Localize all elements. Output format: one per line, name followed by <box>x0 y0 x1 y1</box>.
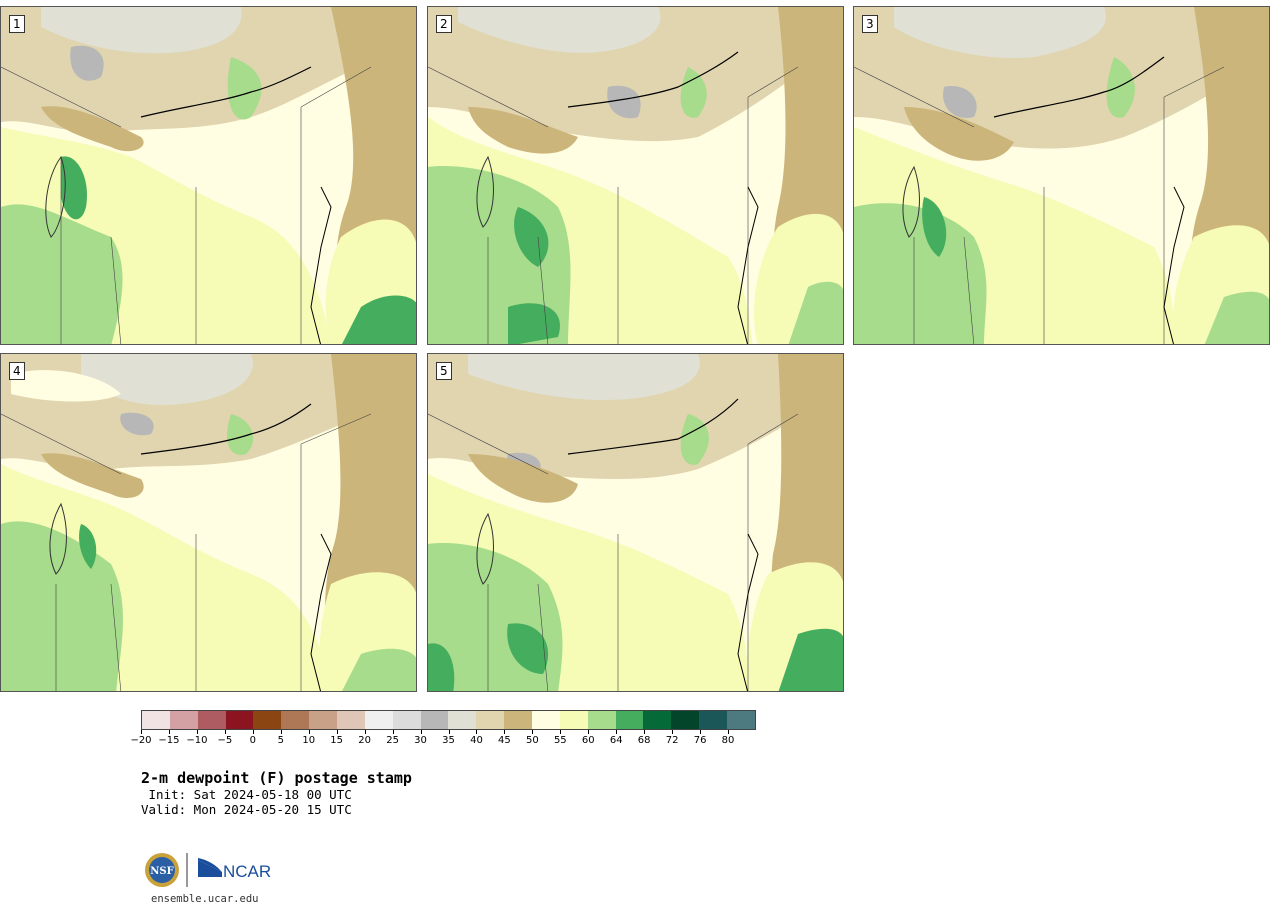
colorbar-tick-label: 60 <box>581 735 595 746</box>
map-panel-5: 5 <box>427 353 844 692</box>
colorbar-tick-label: 35 <box>442 735 455 746</box>
nsf-ncar-logo: NSF NCAR <box>145 853 271 887</box>
colorbar-segment <box>364 711 393 729</box>
dewpoint-map-5 <box>428 354 843 691</box>
colorbar-segment <box>699 711 728 729</box>
member-label: 1 <box>9 15 25 33</box>
map-panel-2: 2 <box>427 6 844 345</box>
colorbar-tick <box>560 730 562 734</box>
colorbar-segment <box>727 711 755 729</box>
colorbar-tick <box>420 730 422 734</box>
logos: NSF NCAR <box>144 850 274 890</box>
colorbar-tick-label: 80 <box>721 735 735 746</box>
colorbar-segment <box>253 711 282 729</box>
colorbar-tick-label: −20 <box>130 735 152 746</box>
colorbar-segment <box>587 711 616 729</box>
colorbar-tick-label: 76 <box>693 735 707 746</box>
colorbar-segment <box>532 711 560 729</box>
colorbar-segment <box>309 711 338 729</box>
colorbar-tick-label: 20 <box>358 735 371 746</box>
colorbar-tick <box>728 730 730 734</box>
colorbar-segment <box>142 711 170 729</box>
colorbar-tick <box>141 730 142 734</box>
colorbar-segment <box>643 711 672 729</box>
figure-title: 2-m dewpoint (F) postage stamp <box>141 769 412 787</box>
colorbar-segment <box>420 711 449 729</box>
colorbar-segment <box>392 711 421 729</box>
colorbar-segment <box>448 711 477 729</box>
colorbar-tick <box>392 730 394 734</box>
dewpoint-map-1 <box>1 7 416 344</box>
member-label: 5 <box>436 362 452 380</box>
colorbar-tick <box>196 730 198 734</box>
colorbar-tick-label: 45 <box>498 735 511 746</box>
colorbar-tick <box>280 730 282 734</box>
colorbar-tick <box>588 730 590 734</box>
dewpoint-map-4 <box>1 354 416 691</box>
dewpoint-map-3 <box>854 7 1269 344</box>
colorbar-tick-label: −15 <box>158 735 180 746</box>
dewpoint-map-2 <box>428 7 843 344</box>
colorbar-tick-label: 68 <box>637 735 651 746</box>
member-label: 2 <box>436 15 452 33</box>
colorbar-segment <box>476 711 505 729</box>
colorbar-tick-label: 25 <box>386 735 399 746</box>
colorbar-tick <box>308 730 310 734</box>
colorbar-segment <box>671 711 700 729</box>
colorbar-tick <box>224 730 226 734</box>
colorbar-tick <box>504 730 506 734</box>
init-time: Init: Sat 2024-05-18 00 UTC <box>141 787 352 802</box>
colorbar-segment <box>559 711 588 729</box>
colorbar-tick <box>672 730 674 734</box>
colorbar-tick-label: 55 <box>553 735 567 746</box>
colorbar-segment <box>281 711 310 729</box>
colorbar-tick <box>644 730 646 734</box>
colorbar-tick-label: 40 <box>470 735 483 746</box>
colorbar-tick <box>448 730 450 734</box>
colorbar-tick <box>476 730 478 734</box>
member-label: 3 <box>862 15 878 33</box>
nsf-text: NSF <box>150 866 173 877</box>
colorbar-tick <box>364 730 366 734</box>
map-panel-1: 1 <box>0 6 417 345</box>
colorbar-segment <box>197 711 226 729</box>
colorbar-tick-label: 5 <box>277 735 284 746</box>
colorbar-tick-label: 10 <box>302 735 316 746</box>
colorbar-tick-label: 72 <box>665 735 679 746</box>
colorbar-tick <box>168 730 170 734</box>
colorbar-tick-label: 64 <box>609 735 623 746</box>
colorbar-ticks: −20 −15 −10 −5 0 5 10 15 20 25 30 35 40 45 50 55 60 64 68 7… <box>130 730 756 750</box>
colorbar-tick <box>336 730 338 734</box>
colorbar-tick-label: −10 <box>186 735 208 746</box>
colorbar-segment <box>225 711 254 729</box>
colorbar-tick-label: 50 <box>525 735 539 746</box>
map-panel-4: 4 <box>0 353 417 692</box>
colorbar-tick-label: 0 <box>249 735 256 746</box>
colorbar-segment <box>504 711 533 729</box>
member-label: 4 <box>9 362 25 380</box>
colorbar-segment <box>169 711 198 729</box>
colorbar-tick <box>252 730 254 734</box>
colorbar-tick <box>700 730 702 734</box>
valid-time: Valid: Mon 2024-05-20 15 UTC <box>141 802 352 817</box>
colorbar-tick-label: 30 <box>414 735 427 746</box>
colorbar <box>141 710 756 730</box>
map-panel-3: 3 <box>853 6 1270 345</box>
ncar-text: NCAR <box>223 862 271 881</box>
site-url: ensemble.ucar.edu <box>151 893 259 905</box>
colorbar-segment <box>337 711 365 729</box>
colorbar-tick-label: −5 <box>217 735 233 746</box>
colorbar-segment <box>615 711 644 729</box>
colorbar-tick <box>616 730 618 734</box>
colorbar-tick <box>532 730 534 734</box>
colorbar-tick-label: 15 <box>330 735 344 746</box>
